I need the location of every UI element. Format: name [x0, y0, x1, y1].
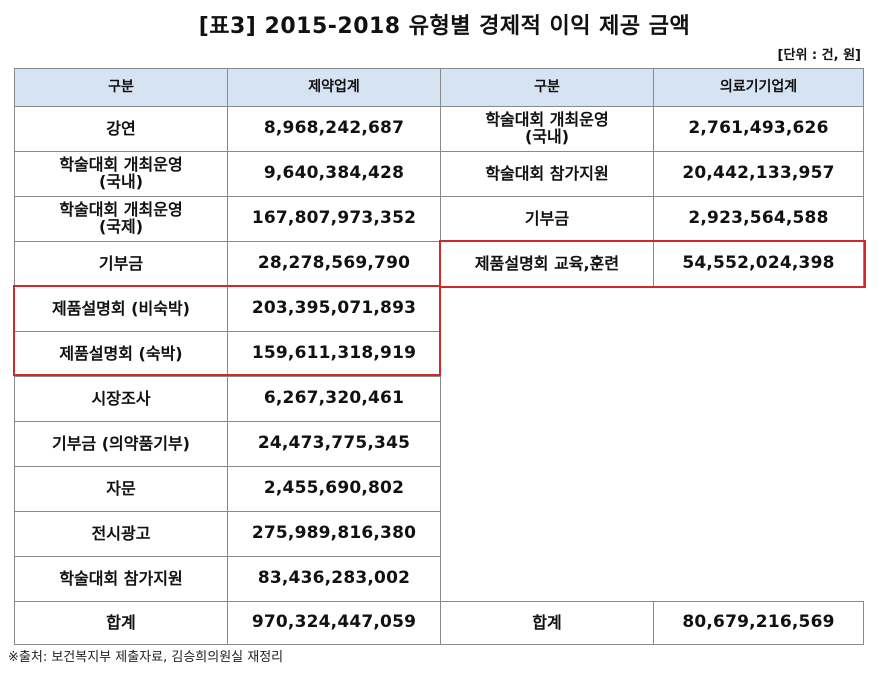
unit-note: [단위 : 건, 원] — [777, 48, 861, 63]
pharma-value-cell: 24,473,775,345 — [227, 421, 441, 467]
device-value-cell: 2,761,493,626 — [653, 106, 864, 152]
pharma-value-cell: 6,267,320,461 — [227, 376, 441, 422]
pharma-category-cell: 전시광고 — [14, 511, 228, 557]
device-value-cell: 2,923,564,588 — [653, 196, 864, 242]
pharma-category-cell: 제품설명회 (비숙박) — [14, 286, 228, 332]
device-value-cell: 20,442,133,957 — [653, 151, 864, 197]
device-category-cell: 기부금 — [440, 196, 654, 242]
total-label-right: 합계 — [440, 601, 654, 645]
device-category-cell: 제품설명회 교육,훈련 — [440, 241, 654, 287]
table-title: [표3] 2015-2018 유형별 경제적 이익 제공 금액 — [198, 14, 691, 39]
header-right-value: 의료기기업계 — [653, 68, 864, 107]
pharma-category-cell: 강연 — [14, 106, 228, 152]
pharma-category-cell: 기부금 (의약품기부) — [14, 421, 228, 467]
pharma-value-cell: 275,989,816,380 — [227, 511, 441, 557]
pharma-category-cell: 학술대회 참가지원 — [14, 556, 228, 602]
header-right-category: 구분 — [440, 68, 654, 107]
device-category-cell: 학술대회 개최운영 (국내) — [440, 106, 654, 152]
header-left-category: 구분 — [14, 68, 228, 107]
total-label-left: 합계 — [14, 601, 228, 645]
pharma-value-cell: 9,640,384,428 — [227, 151, 441, 197]
total-value-left: 970,324,447,059 — [227, 601, 441, 645]
pharma-category-cell: 시장조사 — [14, 376, 228, 422]
device-category-cell: 학술대회 참가지원 — [440, 151, 654, 197]
total-value-right: 80,679,216,569 — [653, 601, 864, 645]
pharma-value-cell: 28,278,569,790 — [227, 241, 441, 287]
pharma-value-cell: 2,455,690,802 — [227, 466, 441, 512]
pharma-value-cell: 83,436,283,002 — [227, 556, 441, 602]
pharma-value-cell: 203,395,071,893 — [227, 286, 441, 332]
source-note: ※출처: 보건복지부 제출자료, 김승희의원실 재정리 — [8, 650, 284, 665]
pharma-value-cell: 167,807,973,352 — [227, 196, 441, 242]
pharma-value-cell: 159,611,318,919 — [227, 331, 441, 377]
device-value-cell: 54,552,024,398 — [653, 241, 864, 287]
pharma-value-cell: 8,968,242,687 — [227, 106, 441, 152]
pharma-category-cell: 자문 — [14, 466, 228, 512]
pharma-category-cell: 제품설명회 (숙박) — [14, 331, 228, 377]
pharma-category-cell: 기부금 — [14, 241, 228, 287]
pharma-category-cell: 학술대회 개최운영 (국내) — [14, 151, 228, 197]
pharma-category-cell: 학술대회 개최운영 (국제) — [14, 196, 228, 242]
header-left-value: 제약업계 — [227, 68, 441, 107]
